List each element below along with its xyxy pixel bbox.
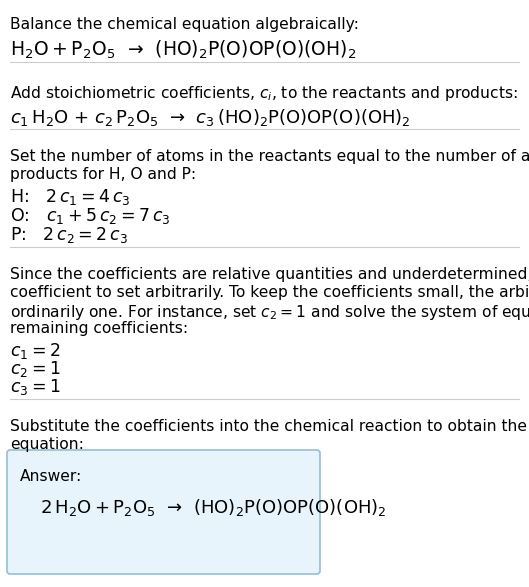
Text: products for H, O and P:: products for H, O and P:	[10, 167, 196, 182]
Text: coefficient to set arbitrarily. To keep the coefficients small, the arbitrary va: coefficient to set arbitrarily. To keep …	[10, 285, 529, 300]
Text: Since the coefficients are relative quantities and underdetermined, choose a: Since the coefficients are relative quan…	[10, 267, 529, 282]
Text: Substitute the coefficients into the chemical reaction to obtain the balanced: Substitute the coefficients into the che…	[10, 419, 529, 434]
Text: Set the number of atoms in the reactants equal to the number of atoms in the: Set the number of atoms in the reactants…	[10, 149, 529, 164]
Text: equation:: equation:	[10, 437, 84, 452]
Text: $c_1 = 2$: $c_1 = 2$	[10, 341, 60, 361]
Text: Answer:: Answer:	[20, 469, 82, 484]
Text: $\mathregular{H_2O + P_2O_5}$  →  $\mathregular{(HO)_2P(O)OP(O)(OH)_2}$: $\mathregular{H_2O + P_2O_5}$ → $\mathre…	[10, 39, 357, 61]
Text: $c_2 = 1$: $c_2 = 1$	[10, 359, 60, 379]
Text: Add stoichiometric coefficients, $c_i$, to the reactants and products:: Add stoichiometric coefficients, $c_i$, …	[10, 84, 518, 103]
Text: Balance the chemical equation algebraically:: Balance the chemical equation algebraica…	[10, 17, 359, 32]
Text: $c_1\,\mathregular{H_2O}$ + $c_2\,\mathregular{P_2O_5}$  →  $c_3\,\mathregular{(: $c_1\,\mathregular{H_2O}$ + $c_2\,\mathr…	[10, 107, 411, 128]
Text: ordinarily one. For instance, set $c_2 = 1$ and solve the system of equations fo: ordinarily one. For instance, set $c_2 =…	[10, 303, 529, 322]
Text: $c_3 = 1$: $c_3 = 1$	[10, 377, 60, 397]
Text: O:   $c_1 + 5\,c_2 = 7\,c_3$: O: $c_1 + 5\,c_2 = 7\,c_3$	[10, 206, 170, 226]
Text: $2\,\mathregular{H_2O + P_2O_5}$  →  $\mathregular{(HO)_2P(O)OP(O)(OH)_2}$: $2\,\mathregular{H_2O + P_2O_5}$ → $\mat…	[40, 497, 387, 518]
FancyBboxPatch shape	[7, 450, 320, 574]
Text: H:   $2\,c_1 = 4\,c_3$: H: $2\,c_1 = 4\,c_3$	[10, 187, 131, 207]
Text: P:   $2\,c_2 = 2\,c_3$: P: $2\,c_2 = 2\,c_3$	[10, 225, 128, 245]
Text: remaining coefficients:: remaining coefficients:	[10, 321, 188, 336]
